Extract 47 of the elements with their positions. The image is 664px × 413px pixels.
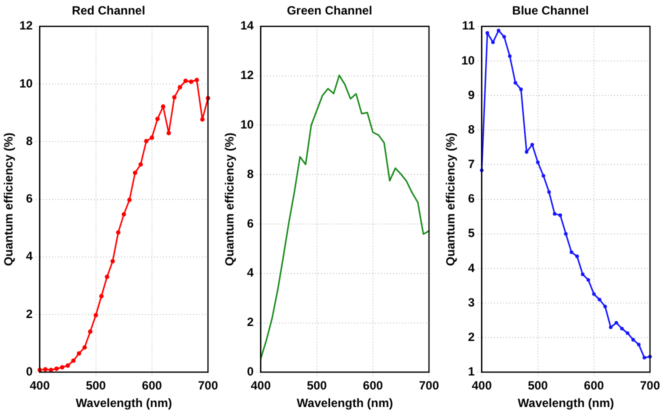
y-tick-label: 4 (26, 249, 34, 264)
y-tick-label: 6 (247, 216, 254, 230)
x-tick-label: 700 (198, 378, 218, 393)
y-axis-title: Quantum efficiency (%) (222, 132, 237, 266)
y-tick-label: 10 (240, 118, 254, 132)
x-tick-label: 400 (250, 378, 272, 393)
y-tick-label: 5 (468, 226, 476, 240)
x-axis-title: Wavelength (nm) (76, 396, 172, 410)
y-tick-label: 0 (247, 364, 254, 379)
y-tick-label: 8 (26, 134, 34, 148)
x-tick-label: 500 (306, 378, 328, 393)
y-tick-label: 11 (462, 18, 476, 33)
y-tick-label: 10 (461, 53, 476, 68)
y-tick-label: 12 (240, 68, 254, 82)
y-tick-label: 4 (468, 260, 476, 275)
x-axis-title: Wavelength (nm) (518, 396, 614, 410)
x-tick-label: 700 (418, 378, 440, 393)
x-tick-label: 500 (528, 378, 548, 393)
chart-title: Green Channel (286, 4, 372, 18)
x-tick-label: 400 (472, 378, 492, 393)
y-tick-label: 8 (247, 166, 254, 181)
y-tick-label: 1 (468, 364, 476, 379)
x-tick-label: 700 (640, 378, 660, 393)
y-tick-label: 4 (247, 266, 254, 280)
y-tick-label: 3 (468, 295, 476, 310)
y-tick-label: 12 (19, 18, 34, 33)
chart-title: Red Channel (72, 4, 146, 18)
y-axis-title: Quantum efficiency (%) (2, 132, 16, 266)
y-tick-label: 10 (19, 76, 34, 90)
y-tick-label: 9 (468, 88, 476, 102)
y-tick-label: 7 (468, 157, 476, 172)
x-tick-label: 600 (142, 378, 162, 393)
x-tick-label: 600 (362, 378, 384, 393)
y-tick-label: 8 (468, 122, 476, 136)
y-tick-label: 14 (240, 18, 254, 33)
y-axis-title: Quantum efficiency (%) (444, 132, 458, 266)
y-tick-label: 0 (26, 364, 34, 379)
y-tick-label: 2 (468, 330, 476, 344)
y-tick-label: 2 (26, 306, 34, 321)
x-tick-label: 600 (584, 378, 604, 393)
y-tick-label: 6 (468, 192, 476, 206)
chart-title: Blue Channel (512, 4, 589, 18)
x-tick-label: 400 (30, 378, 50, 393)
x-tick-label: 500 (86, 378, 106, 393)
y-tick-label: 2 (247, 315, 254, 330)
x-axis-title: Wavelength (nm) (296, 396, 393, 410)
y-tick-label: 6 (26, 192, 34, 206)
